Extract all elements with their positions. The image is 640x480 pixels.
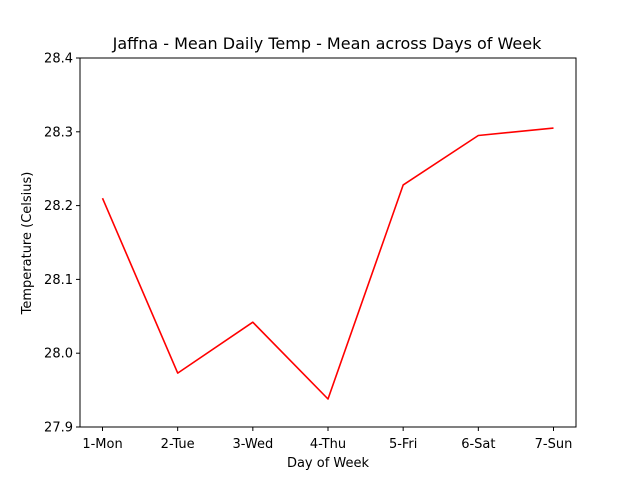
y-tick-label: 27.9 [44, 421, 73, 436]
series-layer [101, 127, 554, 400]
x-tick-label: 1-Mon [82, 437, 122, 452]
x-tick-label: 3-Wed [232, 437, 273, 452]
y-axis-label: Temperature (Celsius) [20, 172, 35, 316]
y-tick-label: 28.3 [44, 125, 73, 140]
series-line [101, 127, 554, 400]
y-tick-label: 28.1 [44, 273, 73, 288]
x-axis-label: Day of Week [287, 456, 370, 471]
x-tick-label: 2-Tue [161, 437, 195, 452]
y-axis: 27.9 28.0 28.1 28.2 28.3 28.4 [44, 52, 80, 436]
x-tick-label: 5-Fri [389, 437, 417, 452]
y-tick-label: 28.0 [44, 347, 73, 362]
x-tick-label: 7-Sun [535, 437, 573, 452]
chart-title: Jaffna - Mean Daily Temp - Mean across D… [112, 34, 542, 53]
y-tick-label: 28.2 [44, 199, 73, 214]
plot-frame [79, 57, 577, 428]
y-tick-label: 28.4 [44, 52, 73, 67]
x-tick-label: 4-Thu [310, 437, 346, 452]
x-axis: 1-Mon 2-Tue 3-Wed 4-Thu 5-Fri 6-Sat 7-Sun [82, 427, 572, 452]
x-tick-label: 6-Sat [461, 437, 495, 452]
